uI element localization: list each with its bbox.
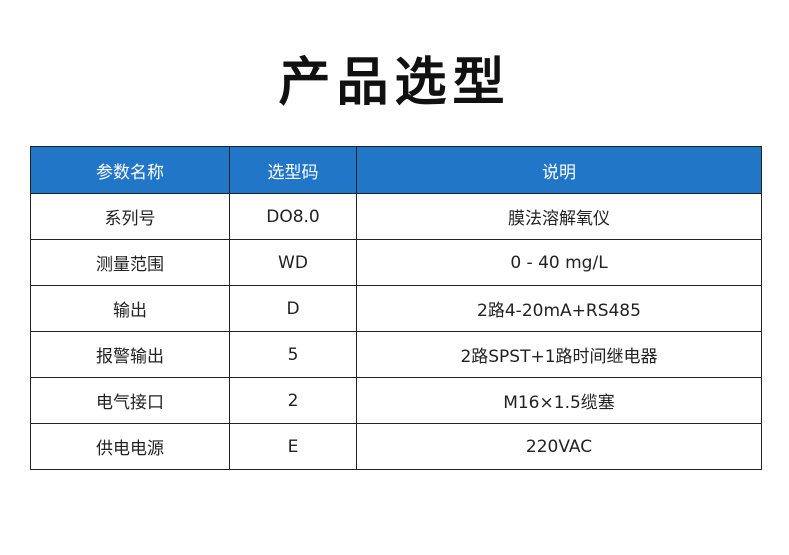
table-header-row: 参数名称 选型码 说明 bbox=[30, 146, 762, 194]
header-param-name: 参数名称 bbox=[30, 146, 230, 194]
cell-description: 2路4-20mA+RS485 bbox=[356, 285, 762, 332]
page-title: 产品选型 bbox=[278, 53, 511, 113]
cell-code: WD bbox=[229, 239, 357, 286]
cell-description: 0 - 40 mg/L bbox=[356, 239, 762, 286]
table-row: 输出 D 2路4-20mA+RS485 bbox=[30, 285, 762, 332]
cell-param-name: 系列号 bbox=[30, 193, 230, 240]
cell-code: 5 bbox=[229, 331, 357, 378]
header-description: 说明 bbox=[356, 146, 762, 194]
cell-code: 2 bbox=[229, 377, 357, 424]
cell-param-name: 报警输出 bbox=[30, 331, 230, 378]
table-row: 供电电源 E 220VAC bbox=[30, 423, 762, 470]
cell-description: M16×1.5缆塞 bbox=[356, 377, 762, 424]
cell-param-name: 电气接口 bbox=[30, 377, 230, 424]
selection-table: 参数名称 选型码 说明 系列号 DO8.0 膜法溶解氧仪 测量范围 WD 0 - 40 m… bbox=[30, 146, 762, 470]
table-row: 报警输出 5 2路SPST+1路时间继电器 bbox=[30, 331, 762, 378]
cell-description: 膜法溶解氧仪 bbox=[356, 193, 762, 240]
header-code: 选型码 bbox=[229, 146, 357, 194]
cell-param-name: 测量范围 bbox=[30, 239, 230, 286]
cell-param-name: 供电电源 bbox=[30, 423, 230, 470]
table-row: 测量范围 WD 0 - 40 mg/L bbox=[30, 239, 762, 286]
cell-code: DO8.0 bbox=[229, 193, 357, 240]
table-row: 电气接口 2 M16×1.5缆塞 bbox=[30, 377, 762, 424]
cell-description: 220VAC bbox=[356, 423, 762, 470]
cell-code: D bbox=[229, 285, 357, 332]
cell-param-name: 输出 bbox=[30, 285, 230, 332]
cell-description: 2路SPST+1路时间继电器 bbox=[356, 331, 762, 378]
table-row: 系列号 DO8.0 膜法溶解氧仪 bbox=[30, 193, 762, 240]
cell-code: E bbox=[229, 423, 357, 470]
